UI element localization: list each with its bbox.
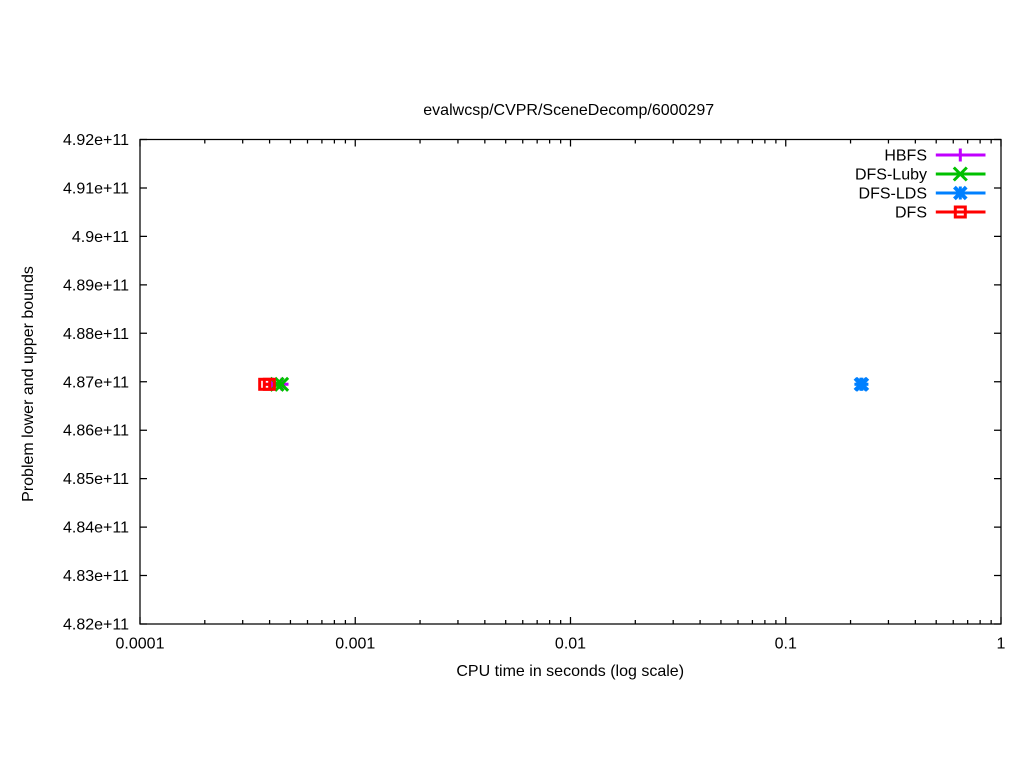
svg-text:4.83e+11: 4.83e+11 — [63, 568, 129, 585]
svg-text:1: 1 — [997, 636, 1006, 653]
svg-text:4.82e+11: 4.82e+11 — [63, 617, 129, 634]
svg-text:4.9e+11: 4.9e+11 — [72, 229, 129, 246]
svg-text:0.0001: 0.0001 — [116, 636, 165, 653]
svg-text:4.88e+11: 4.88e+11 — [63, 326, 129, 343]
svg-text:DFS-Luby: DFS-Luby — [855, 167, 927, 184]
svg-text:0.001: 0.001 — [335, 636, 375, 653]
svg-text:4.87e+11: 4.87e+11 — [63, 374, 129, 391]
svg-text:0.1: 0.1 — [775, 636, 797, 653]
svg-text:4.89e+11: 4.89e+11 — [63, 277, 129, 294]
svg-text:4.86e+11: 4.86e+11 — [63, 423, 129, 440]
svg-text:0.01: 0.01 — [555, 636, 586, 653]
svg-text:DFS: DFS — [895, 205, 927, 222]
svg-text:4.85e+11: 4.85e+11 — [63, 471, 129, 488]
svg-text:evalwcsp/CVPR/SceneDecomp/6000: evalwcsp/CVPR/SceneDecomp/6000297 — [423, 102, 714, 119]
svg-text:CPU time in seconds (log scale: CPU time in seconds (log scale) — [456, 663, 684, 680]
svg-text:Problem lower and upper bounds: Problem lower and upper bounds — [20, 266, 37, 502]
svg-text:4.92e+11: 4.92e+11 — [63, 132, 129, 149]
svg-text:4.91e+11: 4.91e+11 — [63, 180, 129, 197]
svg-text:4.84e+11: 4.84e+11 — [63, 520, 129, 537]
svg-text:HBFS: HBFS — [884, 148, 927, 165]
svg-text:DFS-LDS: DFS-LDS — [859, 186, 927, 203]
